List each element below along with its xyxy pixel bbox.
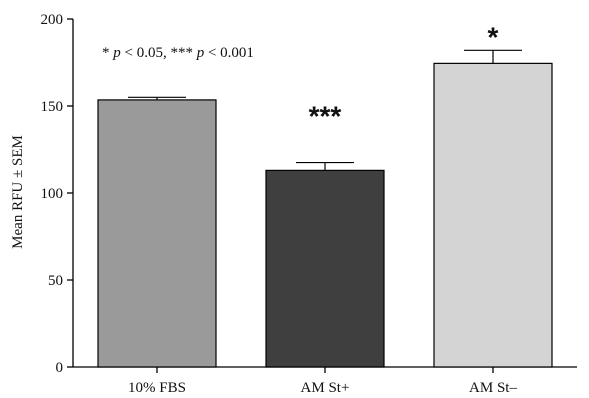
y-tick-label: 200 [41, 12, 64, 28]
bars [97, 49, 553, 368]
y-axis-label: Mean RFU ± SEM [10, 135, 26, 249]
significance-marker: *** [309, 101, 342, 132]
significance-legend: * p < 0.05, *** p < 0.001 [102, 45, 254, 61]
x-tick-label: AM St+ [301, 380, 350, 396]
bar [265, 169, 385, 368]
y-tick-label: 100 [41, 186, 64, 202]
y-tick-label: 50 [48, 273, 63, 289]
bar [97, 99, 217, 368]
significance-marker: * [488, 21, 499, 52]
x-tick-label: 10% FBS [128, 380, 186, 396]
labels: 0 50 100 150 200 10% FBS AM St+ *** AM St– * [41, 12, 518, 396]
y-tick-label: 0 [56, 360, 64, 376]
y-tick-label: 150 [41, 99, 64, 115]
x-tick-label: AM St– [469, 380, 517, 396]
bar [433, 62, 553, 368]
